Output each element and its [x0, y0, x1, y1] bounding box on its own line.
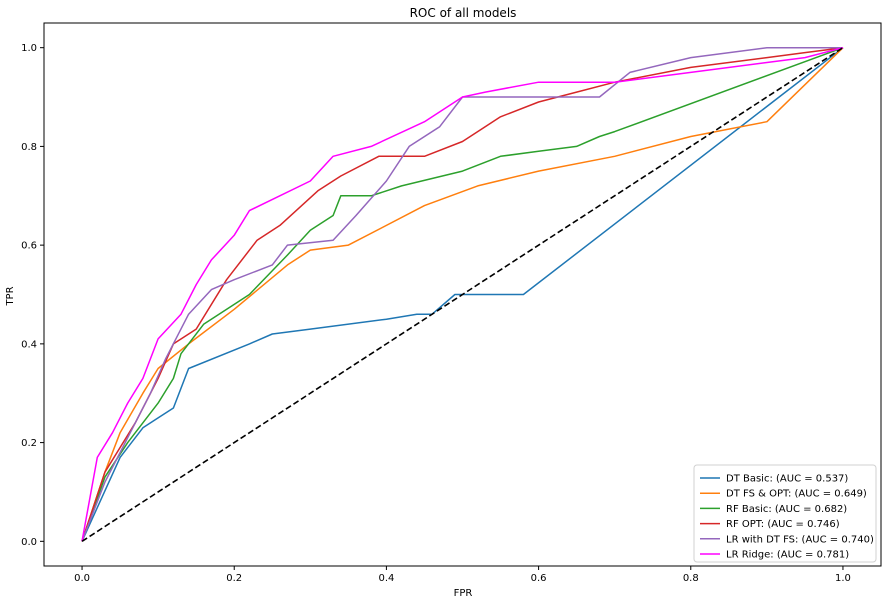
- series-line-4: [81, 46, 844, 542]
- x-tick-label: 0.8: [683, 573, 699, 584]
- y-tick-label: 1.0: [21, 43, 37, 54]
- y-tick-label: 0.4: [21, 339, 37, 350]
- legend-label: DT FS & OPT: (AUC = 0.649): [726, 489, 867, 500]
- y-tick-label: 0.2: [21, 438, 37, 449]
- chart-title: ROC of all models: [410, 6, 517, 20]
- reference-diagonal-line: [81, 47, 844, 542]
- x-tick-label: 0.0: [74, 573, 90, 584]
- y-axis-label: TPR: [5, 286, 16, 306]
- series-line-1: [81, 47, 844, 542]
- x-tick-label: 1.0: [835, 573, 851, 584]
- x-axis: 0.0 0.2 0.4 0.6 0.8 1.0: [74, 566, 851, 584]
- series-line-2: [81, 47, 844, 542]
- legend: DT Basic: (AUC = 0.537) DT FS & OPT: (AUC…: [693, 464, 877, 563]
- x-tick-label: 0.4: [378, 573, 394, 584]
- x-tick-label: 0.6: [531, 573, 547, 584]
- legend-label: DT Basic: (AUC = 0.537): [726, 474, 848, 485]
- legend-label: RF OPT: (AUC = 0.746): [726, 519, 840, 530]
- legend-label: LR with DT FS: (AUC = 0.740): [726, 534, 874, 545]
- series-layer: [81, 46, 844, 542]
- series-line-3: [81, 46, 844, 542]
- plot-area: [43, 22, 882, 567]
- series-line-5: [81, 46, 843, 542]
- y-tick-label: 0.0: [21, 537, 37, 548]
- x-axis-label: FPR: [454, 588, 473, 599]
- legend-items: DT Basic: (AUC = 0.537) DT FS & OPT: (AUC…: [700, 474, 874, 561]
- legend-label: RF Basic: (AUC = 0.682): [726, 504, 847, 515]
- series-line-6: [81, 46, 844, 542]
- x-tick-label: 0.2: [226, 573, 242, 584]
- reference-layer: [81, 47, 844, 542]
- y-tick-label: 0.8: [21, 142, 37, 153]
- legend-label: LR Ridge: (AUC = 0.781): [726, 550, 849, 561]
- y-tick-label: 0.6: [21, 241, 37, 252]
- legend-box: [693, 464, 877, 563]
- y-axis: 0.0 0.2 0.4 0.6 0.8 1.0: [21, 43, 44, 548]
